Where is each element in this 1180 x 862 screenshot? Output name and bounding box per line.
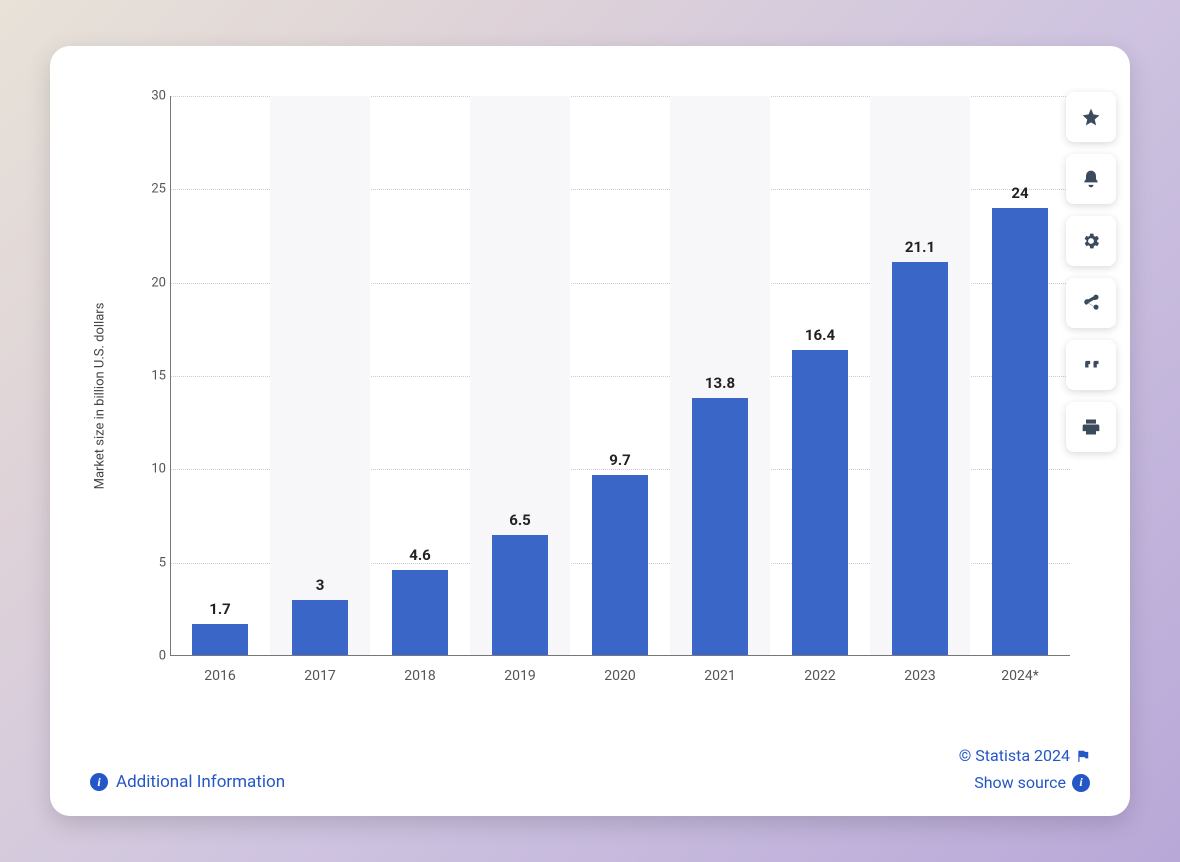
show-source-label: Show source — [974, 773, 1066, 792]
bar[interactable] — [992, 208, 1048, 656]
gear-icon — [1081, 231, 1101, 251]
bar[interactable] — [392, 570, 448, 656]
bar[interactable] — [892, 262, 948, 656]
cite-button[interactable] — [1066, 340, 1116, 390]
quote-icon — [1081, 355, 1101, 375]
bell-icon — [1081, 169, 1101, 189]
bar-value-label: 13.8 — [705, 374, 735, 392]
y-tick-label: 25 — [140, 182, 166, 197]
bar-value-label: 3 — [316, 576, 325, 594]
info-icon: i — [90, 773, 108, 791]
share-icon — [1081, 293, 1101, 313]
y-tick-label: 0 — [140, 649, 166, 664]
y-tick-label: 10 — [140, 462, 166, 477]
x-tick-label: 2017 — [304, 668, 335, 684]
bar-value-label: 9.7 — [609, 451, 631, 469]
bar[interactable] — [792, 350, 848, 656]
footer-row: i Additional Information © Statista 2024… — [90, 746, 1090, 792]
print-icon — [1081, 417, 1101, 437]
bar-value-label: 1.7 — [209, 600, 231, 618]
x-tick-label: 2024* — [1001, 668, 1039, 684]
share-button[interactable] — [1066, 278, 1116, 328]
bar[interactable] — [292, 600, 348, 656]
notify-button[interactable] — [1066, 154, 1116, 204]
bar-value-label: 6.5 — [509, 511, 531, 529]
bar-value-label: 16.4 — [805, 326, 835, 344]
x-tick-label: 2018 — [404, 668, 435, 684]
bar[interactable] — [592, 475, 648, 656]
y-axis-label: Market size in billion U.S. dollars — [93, 303, 108, 490]
y-tick-label: 30 — [140, 89, 166, 104]
bar[interactable] — [192, 624, 248, 656]
star-icon — [1081, 107, 1101, 127]
x-tick-label: 2021 — [704, 668, 735, 684]
show-source-link[interactable]: Show source i — [974, 773, 1090, 792]
favorite-button[interactable] — [1066, 92, 1116, 142]
copyright-text: © Statista 2024 — [959, 746, 1070, 765]
bar[interactable] — [492, 535, 548, 656]
x-axis-line — [170, 655, 1070, 656]
chart-zone: Market size in billion U.S. dollars 0510… — [130, 96, 1070, 696]
x-tick-label: 2019 — [504, 668, 535, 684]
y-tick-label: 15 — [140, 369, 166, 384]
print-button[interactable] — [1066, 402, 1116, 452]
y-axis-line — [170, 96, 171, 656]
plot-area: 0510152025301.72016320174.620186.520199.… — [170, 96, 1070, 656]
y-tick-label: 20 — [140, 275, 166, 290]
bar-value-label: 21.1 — [905, 238, 935, 256]
footer-right: © Statista 2024 Show source i — [959, 746, 1090, 792]
x-tick-label: 2020 — [604, 668, 635, 684]
x-tick-label: 2016 — [204, 668, 235, 684]
settings-button[interactable] — [1066, 216, 1116, 266]
chart-card: Market size in billion U.S. dollars 0510… — [50, 46, 1130, 816]
side-actions — [1066, 92, 1116, 452]
flag-icon — [1076, 749, 1090, 763]
copyright[interactable]: © Statista 2024 — [959, 746, 1090, 765]
bar-value-label: 24 — [1011, 184, 1028, 202]
x-tick-label: 2022 — [804, 668, 835, 684]
background-stripe — [270, 96, 370, 656]
additional-information-link[interactable]: i Additional Information — [90, 772, 285, 792]
y-tick-label: 5 — [140, 555, 166, 570]
bar-value-label: 4.6 — [409, 546, 431, 564]
additional-information-label: Additional Information — [116, 772, 285, 792]
info-icon: i — [1072, 774, 1090, 792]
x-tick-label: 2023 — [904, 668, 935, 684]
bar[interactable] — [692, 398, 748, 656]
